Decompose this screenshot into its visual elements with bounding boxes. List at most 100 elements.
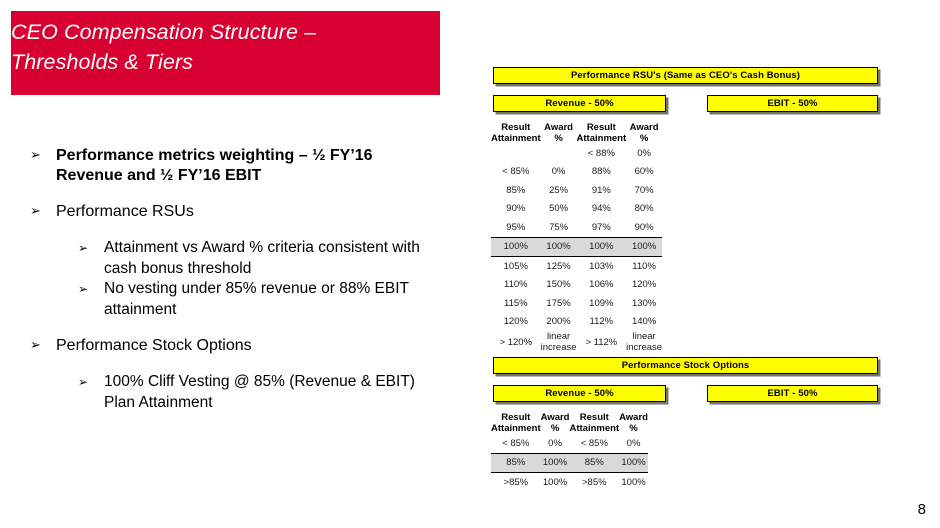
table-cell: < 88% [587, 147, 615, 159]
bullet-label: Performance Stock Options [56, 337, 252, 354]
options-revenue-banner: Revenue - 50% [493, 385, 666, 402]
column-header: Award % [540, 412, 570, 434]
table-cell: 120% [503, 316, 528, 328]
table-row-highlighted: 85% 100% 85% 100% [491, 452, 648, 473]
table-row: < 85% 0% < 85% 0% [491, 434, 648, 453]
table-cell: 85% [491, 452, 541, 473]
table-cell: 100% [540, 236, 577, 257]
table-cell: 106% [589, 279, 614, 291]
rsu-table: Result Attainment Award % Result Attainmen… [491, 122, 663, 353]
options-panel-banner: Performance Stock Options [493, 357, 878, 374]
table-cell: 60% [634, 166, 654, 178]
table-cell: 125% [546, 260, 571, 272]
bullet-arrow-icon: ➢ [30, 148, 41, 163]
options-ebit-banner: EBIT - 50% [707, 385, 878, 402]
bullet-arrow-icon: ➢ [78, 282, 89, 296]
table-cell: 140% [631, 316, 657, 328]
table-cell: 120% [631, 279, 657, 291]
table-header-row: Result Attainment Award % Result Attainmen… [491, 122, 662, 144]
table-cell: 95% [506, 221, 526, 233]
bullet-arrow-icon: ➢ [30, 204, 41, 219]
column-header: Result Attainment [491, 412, 541, 434]
table-row: 90% 50% 94% 80% [491, 200, 662, 219]
table-cell: 90% [506, 203, 526, 215]
table-cell: 70% [634, 184, 654, 196]
table-cell: > 120% [499, 336, 533, 348]
bullet-arrow-icon: ➢ [78, 375, 89, 389]
table-row: 85% 25% 91% 70% [491, 181, 662, 200]
sub-bullet-item: ➢ Attainment vs Award % criteria consiste… [78, 238, 440, 279]
page-title: CEO Compensation Structure – Thresholds … [11, 20, 317, 74]
table-row: > 120% linear increase > 112% linear increa… [491, 331, 663, 353]
title-banner [11, 11, 440, 95]
table-cell: 0% [626, 437, 641, 449]
table-cell: linear increase [540, 331, 577, 353]
table-cell: 91% [591, 184, 611, 196]
rsu-panel-banner: Performance RSU's (Same as CEO's Cash Bo… [493, 67, 878, 84]
table-cell: >85% [503, 476, 529, 488]
table-cell: 115% [504, 297, 528, 309]
table-cell: 94% [591, 203, 611, 215]
table-cell: 100% [621, 476, 646, 488]
bullet-item: ➢ Performance Stock Options [30, 336, 440, 356]
table-cell: 50% [549, 203, 569, 215]
page-number: 8 [917, 501, 926, 518]
table-cell: 0% [637, 147, 651, 159]
table-cell: < 85% [502, 437, 530, 449]
table-cell: 80% [634, 203, 654, 215]
table-cell: 90% [634, 221, 654, 233]
table-row: 120% 200% 112% 140% [491, 313, 662, 332]
table-cell: 0% [551, 166, 566, 178]
table-row: < 88% 0% [491, 144, 662, 163]
table-cell: 130% [631, 297, 657, 309]
table-cell: 150% [546, 279, 571, 291]
table-cell [491, 144, 541, 163]
options-table: Result Attainment Award % Result Attainmen… [491, 412, 648, 492]
bullet-group: ➢ Performance metrics weighting – ½ FY’16… [30, 146, 440, 186]
rsu-revenue-banner: Revenue - 50% [493, 95, 666, 112]
table-cell: 109% [589, 297, 614, 309]
table-cell: < 85% [502, 166, 530, 178]
table-cell: 110% [504, 279, 528, 291]
table-row: 115% 175% 109% 130% [491, 294, 662, 313]
table-row: 110% 150% 106% 120% [491, 276, 662, 295]
table-cell: 85% [506, 184, 526, 196]
table-cell: 0% [548, 437, 562, 449]
table-cell: 97% [591, 221, 611, 233]
bullet-group: ➢ Performance Stock Options ➢ 100% Cliff Ve… [30, 336, 440, 413]
bullet-list: ➢ Performance metrics weighting – ½ FY’16… [30, 146, 440, 413]
table-cell: 200% [546, 316, 571, 328]
table-row-highlighted: 100% 100% 100% 100% [491, 236, 663, 257]
table-cell: 25% [549, 184, 569, 196]
table-row: < 85% 0% 88% 60% [491, 163, 662, 182]
bullet-group: ➢ Performance RSUs ➢ Attainment vs Award % … [30, 202, 440, 320]
sub-bullet-label: Attainment vs Award % criteria consisten… [104, 239, 420, 277]
table-cell: linear increase [626, 331, 663, 353]
column-header: Result Attainment [576, 122, 627, 144]
table-cell: >85% [582, 476, 607, 488]
column-header: Result Attainment [491, 122, 541, 144]
table-cell: 88% [591, 166, 611, 178]
table-cell: > 112% [585, 336, 618, 348]
bullet-item: ➢ Performance RSUs [30, 202, 440, 222]
bullet-arrow-icon: ➢ [78, 241, 89, 255]
bullet-label: Performance RSUs [56, 203, 194, 220]
column-header: Award % [544, 122, 573, 144]
table-cell: 100% [542, 476, 568, 488]
sub-bullet-item: ➢ No vesting under 85% revenue or 88% EBI… [78, 279, 440, 320]
table-cell: 110% [632, 260, 656, 272]
bullet-arrow-icon: ➢ [30, 338, 41, 353]
table-row: 95% 75% 97% 90% [491, 218, 662, 237]
table-cell: 105% [503, 260, 528, 272]
rsu-ebit-banner: EBIT - 50% [707, 95, 878, 112]
table-cell: < 85% [580, 437, 608, 449]
table-cell: 175% [546, 297, 571, 309]
table-cell: 100% [576, 236, 627, 257]
sub-bullet-item: ➢ 100% Cliff Vesting @ 85% (Revenue & EBI… [78, 372, 440, 413]
sub-bullet-label: No vesting under 85% revenue or 88% EBIT… [104, 280, 409, 318]
table-cell: 100% [619, 452, 648, 473]
column-header: Award % [619, 412, 648, 434]
table-cell: 100% [491, 236, 541, 257]
table-cell: 112% [589, 316, 614, 328]
table-row: 105% 125% 103% 110% [491, 257, 662, 276]
